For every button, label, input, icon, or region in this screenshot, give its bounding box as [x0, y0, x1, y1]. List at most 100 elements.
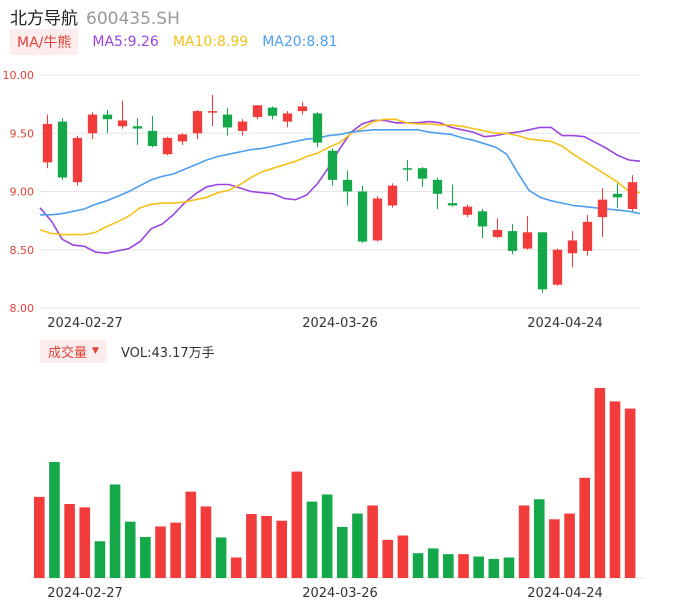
volume-bar [276, 520, 288, 578]
volume-bar [140, 536, 151, 578]
candle [387, 183, 398, 208]
volume-bar [533, 499, 545, 578]
volume-date-label: 2024-02-27 [47, 586, 123, 601]
candle-body [567, 240, 578, 254]
candle [297, 101, 308, 115]
candle [552, 248, 563, 286]
volume-value: VOL:43.17万手 [120, 345, 215, 361]
candle [132, 118, 143, 145]
candle-body [267, 107, 278, 116]
candle [177, 133, 188, 145]
volume-bar [579, 477, 591, 578]
candle-body [222, 114, 233, 128]
volume-bar [549, 519, 560, 578]
volume-bar [155, 526, 166, 578]
volume-bar [488, 558, 500, 578]
stock-name: 北方导航 [10, 9, 78, 29]
volume-bar [443, 554, 454, 578]
volume-bar [109, 484, 121, 578]
price-tick-label: 9.50 [10, 127, 35, 140]
candle-body [402, 168, 413, 170]
candle [312, 112, 323, 148]
caret-down-icon: ▼ [92, 346, 99, 356]
candle [282, 111, 293, 128]
candle [567, 231, 578, 268]
volume-legend-row: 成交量 ▼ VOL:43.17万手 [40, 339, 215, 363]
candle-body [432, 179, 443, 194]
candle [627, 175, 638, 212]
volume-bar [79, 507, 91, 578]
price-tick-label: 9.00 [10, 186, 35, 199]
candle [537, 232, 548, 293]
candle [432, 177, 443, 209]
price-date-label: 2024-02-27 [47, 316, 123, 330]
candle-body [252, 105, 263, 117]
candle-body [582, 221, 593, 251]
ma-legend-row: MA/牛熊 MA5:9.26 MA10:8.99 MA20:8.81 [10, 29, 338, 55]
candle [57, 118, 68, 180]
price-date-label: 2024-04-24 [527, 316, 603, 330]
ma20-line [40, 129, 641, 216]
volume-bar [564, 513, 575, 578]
candle-body [117, 120, 128, 127]
candle [147, 115, 158, 148]
candle [417, 167, 428, 187]
volume-bar [412, 553, 424, 578]
candle [237, 119, 248, 136]
volume-bar [337, 526, 348, 578]
candle-body [357, 191, 368, 242]
ma-indicator-tab[interactable]: MA/牛熊 [10, 29, 79, 55]
candle-body [237, 121, 248, 131]
candle [357, 185, 368, 243]
candle [462, 204, 473, 218]
candle [207, 94, 218, 127]
volume-bar [246, 514, 257, 578]
candle-body [327, 150, 338, 180]
candle-body [162, 137, 173, 155]
candle-body [342, 179, 353, 192]
volume-bar [427, 548, 439, 578]
volume-bar [306, 501, 318, 578]
candle [72, 135, 83, 186]
volume-bar [594, 388, 606, 578]
candle-body [177, 134, 188, 142]
ma20-value: MA20:8.81 [262, 34, 338, 50]
candle [102, 109, 113, 134]
candle [582, 214, 593, 256]
candle [597, 188, 608, 237]
volume-bar [230, 557, 242, 578]
volume-bar [200, 506, 212, 578]
price-tick-label: 10.00 [3, 69, 35, 82]
ma5-line [39, 119, 641, 255]
volume-indicator-tab[interactable]: 成交量 ▼ [40, 339, 107, 363]
candle [162, 136, 173, 156]
candle [117, 100, 128, 129]
volume-bar [124, 521, 136, 578]
volume-bar [49, 462, 60, 578]
candle-body [447, 203, 458, 206]
volume-bar [34, 496, 45, 578]
ma5-value: MA5:9.26 [92, 34, 159, 50]
candle-body [312, 113, 323, 143]
price-tick-label: 8.50 [10, 244, 35, 257]
candle-body [72, 137, 83, 183]
candle-body [462, 206, 473, 215]
candle-body [87, 114, 98, 134]
volume-bar [382, 539, 394, 578]
ma10-value: MA10:8.99 [172, 34, 249, 50]
candle [327, 148, 338, 186]
volume-bar [624, 408, 636, 578]
candle-body [537, 232, 548, 290]
candle-body [297, 106, 308, 112]
price-date-label: 2024-03-26 [302, 316, 378, 330]
candle-body [282, 113, 293, 122]
volume-bar [352, 513, 363, 578]
candle-body [417, 168, 428, 179]
candle [447, 184, 458, 207]
candle [612, 183, 623, 208]
candle-body [477, 211, 488, 227]
volume-bar [321, 494, 333, 578]
candle-body [492, 229, 503, 237]
candle [492, 218, 503, 239]
volume-bar [215, 537, 227, 578]
